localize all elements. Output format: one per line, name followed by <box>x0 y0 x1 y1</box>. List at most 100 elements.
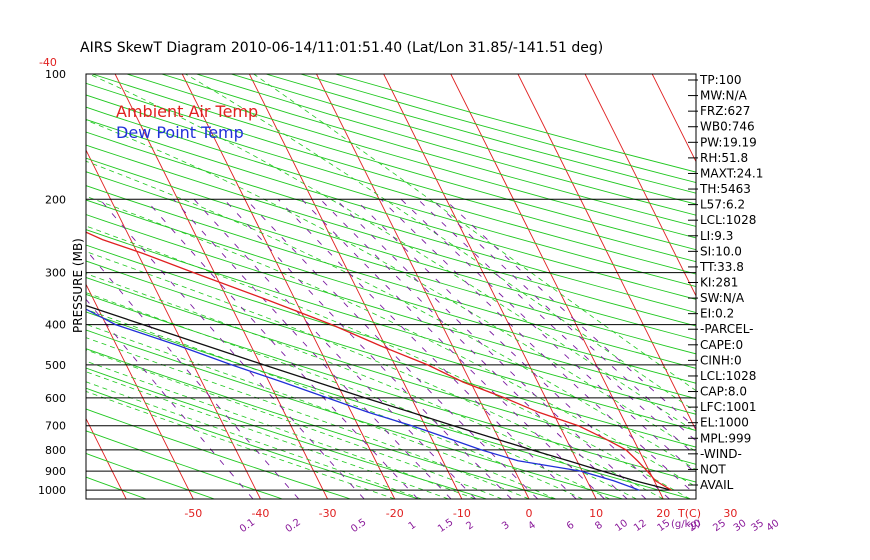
index-entry: WB0:746 <box>700 120 755 134</box>
index-entry: TT:33.8 <box>699 260 744 274</box>
ambient-air-temp-line <box>86 231 672 491</box>
dry-adiabat-line <box>86 185 696 369</box>
dry-adiabat-line <box>86 229 696 415</box>
legend: Ambient Air Temp Dew Point Temp <box>116 102 258 142</box>
bottom-tick-label: -10 <box>453 507 471 520</box>
bottom-temperature-ticks: -50 -40 -30 -20 -10 0 10 20 30 <box>184 507 737 520</box>
dry-adiabat-line <box>86 348 555 499</box>
bottom-tick-label: 10 <box>589 507 603 520</box>
mixing-ratio-label: 6 <box>565 520 577 533</box>
pressure-tick-label: 400 <box>45 319 66 332</box>
pressure-ticks: 100 200 300 400 500 600 700 800 900 1000 <box>38 68 66 497</box>
index-entry: EI:0.2 <box>700 307 734 321</box>
isotherm-line <box>651 74 696 163</box>
moist-adiabat-line <box>86 225 691 499</box>
dry-adiabat-line <box>86 387 419 499</box>
dry-adiabat-line <box>86 311 692 499</box>
mixing-ratio-label: 3 <box>500 520 512 533</box>
isotherm-line <box>86 283 194 499</box>
mixing-ratio-line <box>301 198 605 499</box>
moist-adiabat-line <box>86 349 503 499</box>
bottom-tick-label: -20 <box>386 507 404 520</box>
mixing-ratio-line <box>277 198 577 499</box>
isotherm-line <box>316 74 530 499</box>
dry-adiabat-line <box>91 74 696 251</box>
pressure-tick-label: 700 <box>45 420 66 433</box>
index-entry: TP:100 <box>699 73 742 87</box>
index-entry: MAXT:24.1 <box>700 166 763 180</box>
mixing-unit-label: (g/kg) <box>671 519 701 530</box>
index-entry: KI:281 <box>700 276 738 290</box>
dry-adiabat-line <box>86 199 696 384</box>
index-entry: TH:5463 <box>699 182 751 196</box>
pressure-tick-label: 800 <box>45 444 66 457</box>
top-temperature-ticks: -120-110-100-90-80-70-60-50-40 <box>39 56 57 69</box>
mixing-ratio-line <box>86 249 300 499</box>
pressure-tick-label: 500 <box>45 359 66 372</box>
parcel-line <box>86 304 672 491</box>
mixing-ratio-label: 4 <box>526 520 538 533</box>
pressure-tick-label: 600 <box>45 392 66 405</box>
moist-adiabat-line <box>185 74 696 413</box>
index-entry: LI:9.3 <box>700 229 733 243</box>
dry-adiabat-line <box>86 131 696 313</box>
dry-adiabat-line <box>86 329 624 499</box>
index-entry: LCL:1028 <box>700 213 756 227</box>
index-entry: MW:N/A <box>700 89 748 103</box>
index-entry: CAP:8.0 <box>700 385 747 399</box>
pressure-tick-label: 300 <box>45 267 66 280</box>
moist-adiabat-line <box>86 323 557 499</box>
mixing-ratio-line <box>86 298 254 499</box>
mixing-ratio-line <box>99 199 365 499</box>
index-entry: CINH:0 <box>700 353 742 367</box>
isotherm-line <box>86 417 127 499</box>
mixing-ratio-line <box>335 198 647 499</box>
pressure-tick-label: 200 <box>45 193 66 206</box>
bottom-tick-label: 30 <box>723 507 737 520</box>
dry-adiabat-line <box>86 408 351 499</box>
top-tick-label: -40 <box>39 56 57 69</box>
bottom-tick-label: 20 <box>656 507 670 520</box>
moist-adiabat-line <box>86 119 696 452</box>
pressure-tick-label: 1000 <box>38 484 66 497</box>
moist-adiabat-line <box>86 273 637 499</box>
index-entry: SW:N/A <box>700 291 745 305</box>
mixing-ratio-label: 1 <box>407 520 419 533</box>
index-entry: LCL:1028 <box>700 369 756 383</box>
index-entry: EL:1000 <box>700 416 749 430</box>
index-entry: -WIND- <box>700 447 742 461</box>
dew-point-temp-line <box>86 308 640 491</box>
moist-adiabat-line <box>86 371 449 499</box>
mixing-ratio-line <box>400 198 696 474</box>
mixing-ratio-line <box>417 198 696 457</box>
dry-adiabat-line <box>86 276 696 465</box>
mixing-ratio-grid <box>86 198 696 499</box>
index-entry: AVAIL <box>700 478 734 492</box>
index-entry: -PARCEL- <box>700 322 754 336</box>
mixing-ratio-line <box>145 199 419 499</box>
dry-adiabat-line <box>86 157 696 341</box>
sounding-series <box>86 231 672 491</box>
bottom-tick-label: 0 <box>526 507 533 520</box>
isotherm-line <box>584 74 696 297</box>
dry-adiabat-line <box>86 106 696 287</box>
y-axis-label: PRESSURE (MB) <box>71 238 85 333</box>
mixing-ratio-label: 8 <box>593 520 605 533</box>
dry-adiabat-line <box>86 171 696 355</box>
dry-adiabat-line <box>86 119 696 300</box>
plot-frame <box>85 73 697 500</box>
dry-adiabat-line <box>86 144 696 327</box>
moist-adiabat-line <box>86 195 696 488</box>
moist-adiabat-line <box>86 251 664 499</box>
bottom-tick-label: -40 <box>251 507 269 520</box>
mixing-ratio-line <box>380 198 696 496</box>
index-entry: CAPE:0 <box>700 338 743 352</box>
legend-entry: Ambient Air Temp <box>116 102 258 121</box>
index-entry: L57:6.2 <box>700 198 745 212</box>
legend-entry: Dew Point Temp <box>116 123 244 142</box>
pressure-tick-label: 900 <box>45 465 66 478</box>
index-entry: MPL:999 <box>700 431 751 445</box>
bottom-tick-label: -30 <box>319 507 337 520</box>
